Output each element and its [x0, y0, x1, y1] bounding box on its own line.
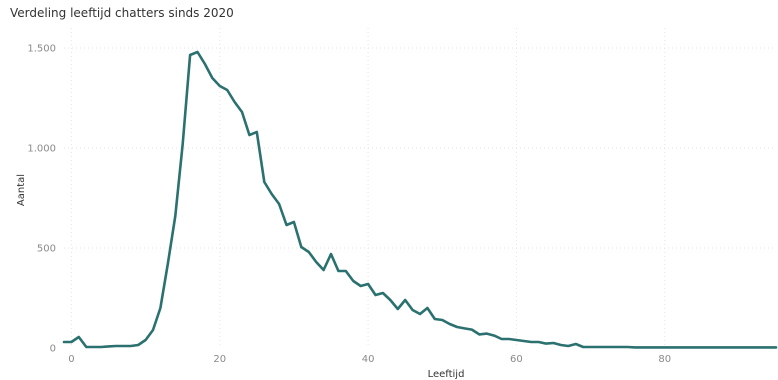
series-layer — [62, 50, 778, 349]
x-tick-label: 0 — [68, 354, 74, 365]
x-tick-label: 60 — [510, 354, 523, 365]
x-tick-labels: 0 20 40 60 80 — [68, 354, 671, 365]
x-tick-label: 20 — [213, 354, 226, 365]
x-axis-label: Leeftijd — [428, 369, 465, 380]
x-tick-label: 40 — [362, 354, 375, 365]
y-tick-label: 0 — [50, 344, 56, 355]
series-line — [62, 50, 778, 349]
y-tick-labels: 0 500 1.000 1.500 — [27, 44, 56, 355]
y-tick-label: 1.000 — [27, 144, 56, 155]
y-axis-label: Aantal — [16, 174, 27, 206]
gridlines — [64, 28, 776, 348]
y-tick-label: 500 — [37, 244, 56, 255]
chart-title: Verdeling leeftijd chatters sinds 2020 — [10, 6, 234, 20]
y-tick-label: 1.500 — [27, 44, 56, 55]
x-tick-label: 80 — [658, 354, 671, 365]
